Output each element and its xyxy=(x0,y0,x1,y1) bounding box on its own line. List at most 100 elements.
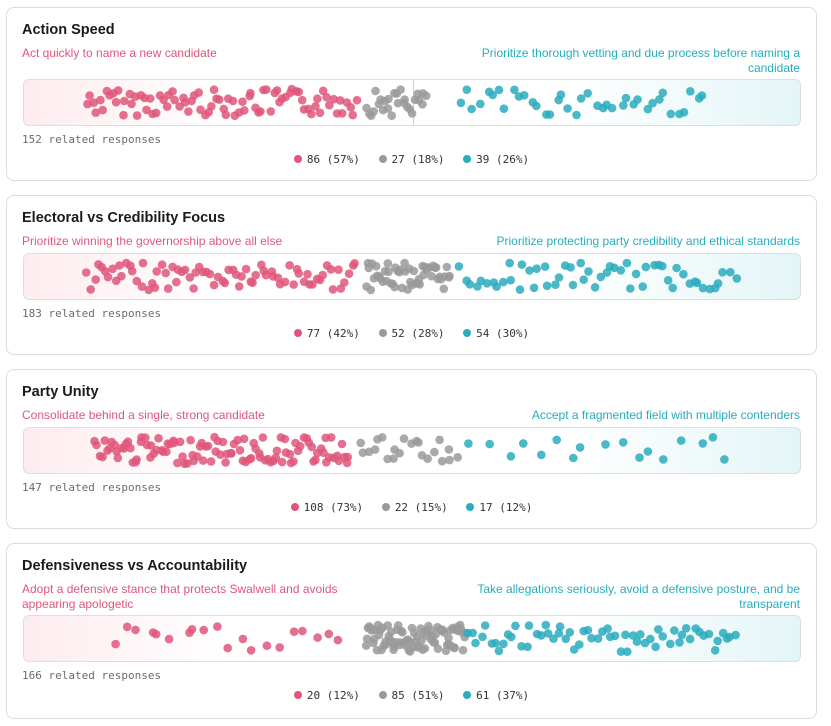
response-dot-neutral xyxy=(445,271,454,281)
response-dot-left xyxy=(289,457,298,466)
response-dot-left xyxy=(96,95,105,105)
legend-item-left: 86 (57%) xyxy=(293,153,360,166)
response-dot-left xyxy=(117,271,126,281)
response-dot-right xyxy=(543,629,553,638)
response-dot-left xyxy=(221,110,231,120)
response-dot-left xyxy=(307,442,317,452)
response-dot-left xyxy=(237,272,246,281)
response-dot-neutral xyxy=(369,107,379,116)
response-dot-neutral xyxy=(396,85,405,94)
response-dot-left xyxy=(350,259,359,268)
response-dot-left xyxy=(333,635,343,645)
response-dot-left xyxy=(289,627,299,636)
response-dot-right xyxy=(532,101,541,111)
response-dot-right xyxy=(679,269,688,279)
response-dot-right xyxy=(731,630,740,640)
response-dot-left xyxy=(238,634,248,644)
response-dot-neutral xyxy=(433,644,443,653)
response-dot-right xyxy=(643,447,653,456)
response-dot-neutral xyxy=(393,98,403,108)
response-dot-left xyxy=(235,446,245,455)
response-dot-left xyxy=(111,639,120,649)
response-dot-left xyxy=(313,94,322,103)
response-dot-right xyxy=(610,631,620,641)
response-dot-left xyxy=(113,453,123,463)
response-dot-right xyxy=(685,634,695,644)
legend-dot-right xyxy=(463,691,472,699)
response-dot-right xyxy=(718,268,727,277)
response-dot-neutral xyxy=(383,621,393,630)
response-count: 166 related responses xyxy=(22,669,162,682)
response-dot-left xyxy=(152,267,161,276)
response-dot-right xyxy=(488,90,498,100)
response-dot-right xyxy=(506,275,515,285)
response-dot-right xyxy=(648,98,657,108)
response-dot-right xyxy=(643,104,653,114)
response-dot-left xyxy=(91,275,100,284)
response-dot-neutral xyxy=(458,645,468,655)
response-dot-right xyxy=(619,101,628,110)
response-dot-right xyxy=(499,639,508,649)
response-dot-neutral xyxy=(389,454,398,463)
response-dot-right xyxy=(476,99,485,109)
response-dot-right xyxy=(542,281,552,291)
dot-strip xyxy=(23,427,801,474)
response-dot-left xyxy=(318,270,328,280)
response-dot-neutral xyxy=(453,453,463,462)
legend-item-right: 61 (37%) xyxy=(463,689,529,702)
legend-label-neutral: 27 (18%) xyxy=(391,153,445,166)
response-dot-left xyxy=(86,285,95,294)
chart-card-defensiveness-accountability: Defensiveness vs Accountability Adopt a … xyxy=(6,543,817,719)
response-dot-left xyxy=(241,264,251,274)
response-dot-right xyxy=(651,642,660,652)
response-dot-left xyxy=(157,260,167,269)
response-dot-right xyxy=(507,632,516,642)
response-dot-right xyxy=(623,647,632,656)
response-dot-right xyxy=(713,279,723,288)
response-dot-left xyxy=(194,88,203,97)
response-dot-right xyxy=(663,276,673,285)
response-dot-neutral xyxy=(387,111,397,120)
response-dot-left xyxy=(110,440,119,450)
response-dot-right xyxy=(635,453,644,462)
response-dot-left xyxy=(199,625,208,635)
response-dot-left xyxy=(92,440,101,450)
response-dot-left xyxy=(132,111,142,120)
response-dot-left xyxy=(318,86,328,96)
response-dot-right xyxy=(551,280,560,289)
response-count: 147 related responses xyxy=(22,481,162,494)
response-dot-left xyxy=(151,629,161,639)
response-dot-right xyxy=(692,278,702,288)
response-dot-right xyxy=(666,109,676,119)
response-dot-right xyxy=(491,638,500,648)
chart-card-action-speed: Action Speed Act quickly to name a new c… xyxy=(6,7,817,181)
response-dot-neutral xyxy=(370,445,380,454)
response-dot-left xyxy=(285,261,294,270)
response-dot-left xyxy=(285,449,295,459)
chart-card-electoral-credibility: Electoral vs Credibility Focus Prioritiz… xyxy=(6,195,817,355)
response-dot-right xyxy=(499,104,509,113)
response-dot-right xyxy=(569,453,578,463)
response-dot-left xyxy=(85,91,94,100)
dot-strip-plot xyxy=(90,432,729,468)
response-dot-right xyxy=(556,90,566,99)
response-dot-right xyxy=(552,435,561,445)
dot-strip xyxy=(23,79,801,126)
response-dot-left xyxy=(173,458,182,468)
response-dot-right xyxy=(480,621,490,630)
response-dot-left xyxy=(234,282,244,291)
legend-item-neutral: 27 (18%) xyxy=(378,153,445,166)
response-dot-left xyxy=(326,265,336,274)
response-dot-right xyxy=(555,622,565,631)
response-dot-left xyxy=(334,265,343,274)
response-dot-left xyxy=(126,443,135,453)
response-dot-neutral xyxy=(362,634,372,644)
response-dot-right xyxy=(529,283,539,293)
response-dot-left xyxy=(344,269,354,278)
response-dot-right xyxy=(621,630,630,640)
response-dot-right xyxy=(658,632,667,641)
response-dot-neutral xyxy=(450,643,459,652)
legend-item-right: 39 (26%) xyxy=(463,153,529,166)
response-dot-neutral xyxy=(366,285,376,295)
response-dot-right xyxy=(697,91,707,100)
